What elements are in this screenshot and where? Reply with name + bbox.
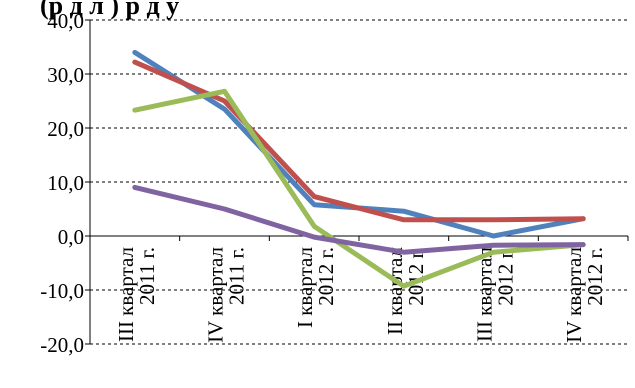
x-tick-label-line: 2011 г. <box>225 247 249 305</box>
x-tick-label-line: 2011 г. <box>135 247 159 305</box>
x-tick-label-line: 2012 г. <box>314 247 338 306</box>
y-axis: 40,0 30,0 20,0 10,0 0,0 -10,0 -20,0 <box>40 9 91 357</box>
x-tick-label-line: II квартал <box>383 247 407 335</box>
x-tick-label-line: I квартал <box>293 247 317 328</box>
y-tick-label: 0,0 <box>58 225 84 249</box>
series-line <box>132 88 586 289</box>
y-tick-label: -20,0 <box>40 333 84 357</box>
chart-title: (р д л ) р д у <box>40 0 179 20</box>
series-group <box>132 49 586 289</box>
series-line <box>132 184 586 255</box>
y-tick-label: 10,0 <box>47 171 84 195</box>
x-tick-label-line: III квартал <box>473 247 497 342</box>
y-tick-label: -10,0 <box>40 279 84 303</box>
y-tick-label: 20,0 <box>47 117 84 141</box>
y-tick-label: 40,0 <box>47 9 84 33</box>
x-tick-label-line: IV квартал <box>204 247 228 343</box>
x-tick-label-line: III квартал <box>114 247 138 342</box>
grid-lines <box>90 19 628 345</box>
x-tick-label-line: 2012 г. <box>494 247 518 306</box>
series-line <box>132 59 586 223</box>
x-tick-label-line: IV квартал <box>562 247 586 343</box>
x-tick-label-line: 2012 г. <box>583 247 607 306</box>
y-tick-label: 30,0 <box>47 63 84 87</box>
